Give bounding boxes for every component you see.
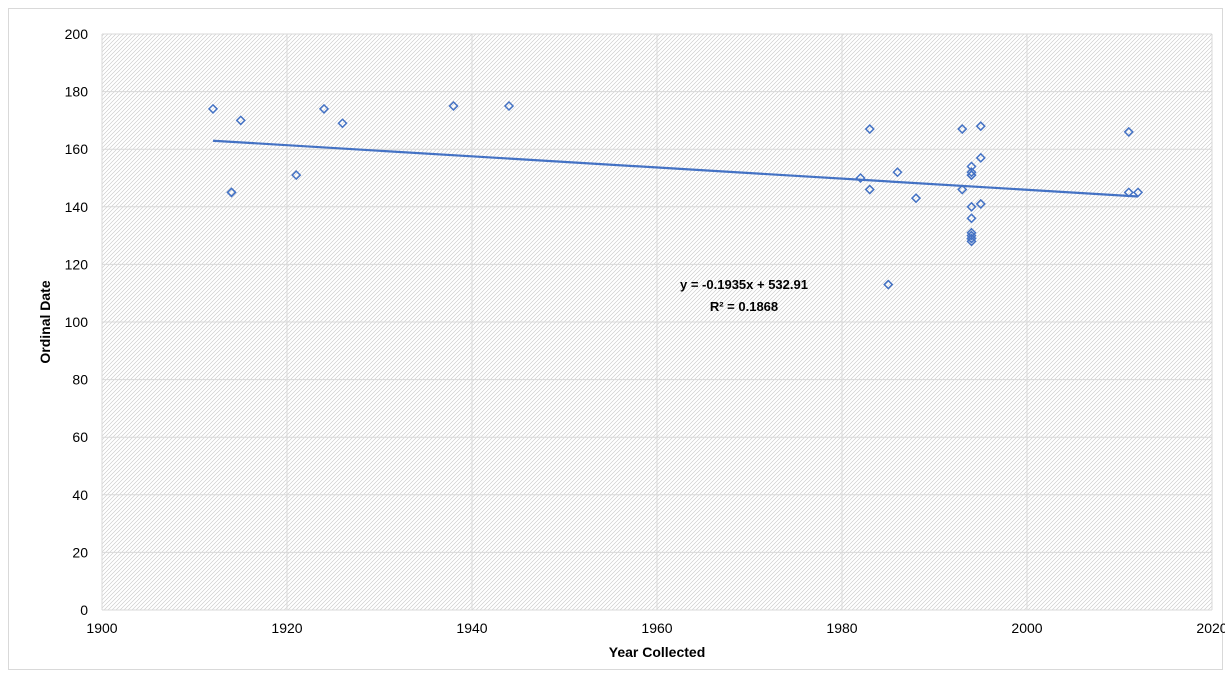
data-point [910,193,922,204]
y-tick-label: 180 [65,84,89,100]
data-point [291,170,302,181]
trendline [212,139,1139,198]
y-tick-label: 0 [80,602,88,618]
y-tick-label: 40 [72,487,88,503]
x-axis-title: Year Collected [609,644,706,660]
data-point [966,230,977,241]
data-point [503,100,515,112]
data-point [226,187,237,198]
data-point [957,123,968,135]
x-tick-label: 1940 [456,620,487,636]
x-tick-label: 1920 [271,620,302,636]
data-point [318,103,330,114]
data-point [864,123,875,135]
y-tick-label: 200 [65,26,89,42]
data-point [975,198,986,209]
trendline-r-squared: R² = 0.1868 [710,299,778,314]
data-point [337,118,348,129]
data-point [966,233,977,244]
gridlines [101,33,1213,611]
y-tick-label: 140 [65,199,89,215]
trendline-equation: y = -0.1935x + 532.91 [680,277,808,292]
data-point [1123,126,1134,137]
data-point [975,152,986,163]
y-tick-label: 80 [72,372,88,388]
data-point [975,121,986,132]
x-tick-label: 1960 [641,620,672,636]
data-point [966,201,977,212]
y-tick-label: 60 [72,429,88,445]
data-point [448,100,459,112]
data-point [235,115,246,126]
data-point [966,213,977,224]
x-tick-label: 2020 [1196,620,1225,636]
data-point [883,279,894,290]
data-point [892,167,903,178]
x-tick-label: 1900 [86,620,117,636]
data-point [966,167,977,178]
y-axis-title: Ordinal Date [37,280,53,363]
data-point [864,184,875,195]
data-point [966,236,977,247]
y-tick-label: 100 [65,314,89,330]
scatter-chart: 0 20 40 60 80 100 120 140 160 180 200 1900 1920 1940 1… [37,26,1225,660]
tick-labels: 0 20 40 60 80 100 120 140 160 180 200 1900 1920 1940 1… [65,26,1225,636]
chart-frame: 0 20 40 60 80 100 120 140 160 180 200 1900 1920 1940 1… [8,8,1225,670]
data-points [207,100,1144,290]
data-point [1132,187,1144,198]
data-point [207,103,219,114]
x-tick-label: 2000 [1011,620,1042,636]
data-point [966,170,977,181]
y-tick-label: 20 [72,544,88,560]
data-point [957,184,968,195]
y-tick-label: 120 [65,256,89,272]
data-point [1123,187,1134,198]
data-point [855,172,866,184]
y-tick-label: 160 [65,141,89,157]
trendline-group [212,139,1139,198]
x-tick-label: 1980 [826,620,857,636]
